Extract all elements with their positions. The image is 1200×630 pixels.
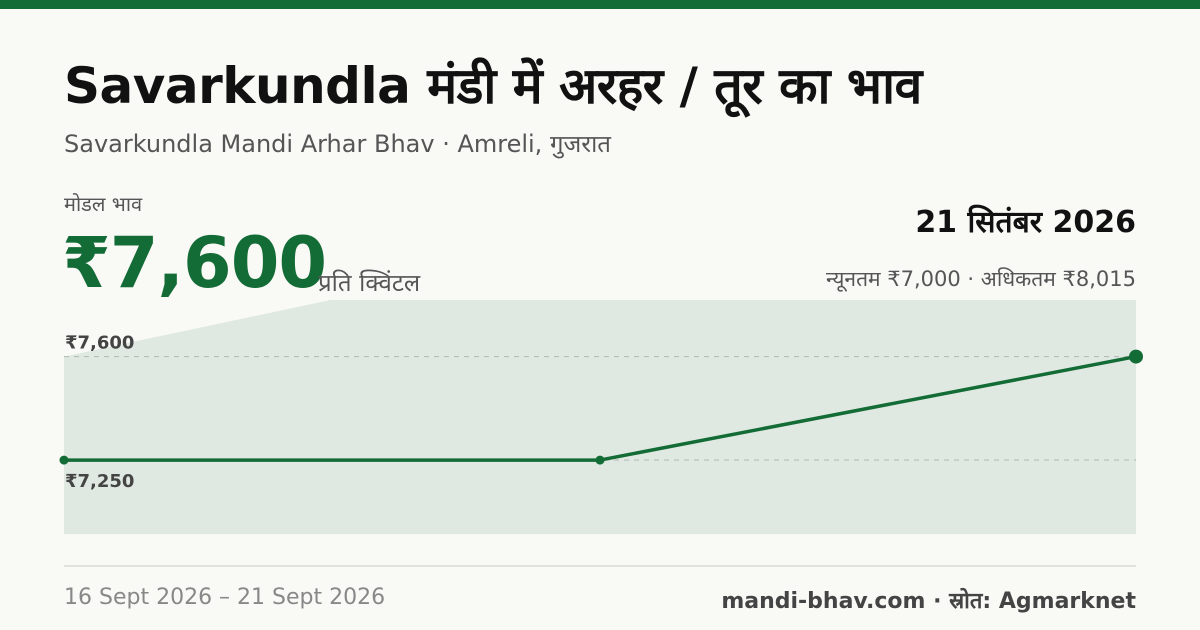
reference-line-label: ₹7,250 <box>65 471 134 492</box>
footer-source: mandi-bhav.com · स्रोत: Agmarknet <box>721 589 1136 614</box>
price-point <box>595 455 605 465</box>
price-point <box>59 455 69 465</box>
top-accent-bar <box>0 0 1200 9</box>
price-unit: प्रति क्विंटल <box>318 269 421 297</box>
footer-date-range: 16 Sept 2026 – 21 Sept 2026 <box>64 585 386 610</box>
price-date: 21 सितंबर 2026 <box>915 205 1136 240</box>
footer-divider <box>64 565 1136 567</box>
page-subtitle: Savarkundla Mandi Arhar Bhav · Amreli, ग… <box>64 130 611 158</box>
price-chart: ₹7,600 ₹7,250 <box>59 300 1143 534</box>
min-max-range: न्यूनतम ₹7,000 · अधिकतम ₹8,015 <box>826 267 1136 291</box>
modal-price-label: मोडल भाव <box>64 192 143 216</box>
page-title: Savarkundla मंडी में अरहर / तूर का भाव <box>64 57 922 115</box>
reference-line-label: ₹7,600 <box>65 333 134 354</box>
price-point <box>1129 349 1143 364</box>
price-range-band <box>64 300 1136 534</box>
modal-price-value: ₹7,600 <box>62 222 327 304</box>
